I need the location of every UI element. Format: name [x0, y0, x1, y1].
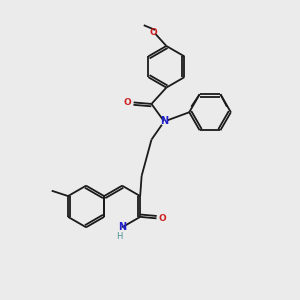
- Text: O: O: [159, 214, 166, 223]
- Text: N: N: [160, 116, 168, 126]
- Text: O: O: [124, 98, 132, 107]
- Text: H: H: [117, 232, 123, 241]
- Text: O: O: [150, 28, 158, 38]
- Text: N: N: [118, 222, 126, 232]
